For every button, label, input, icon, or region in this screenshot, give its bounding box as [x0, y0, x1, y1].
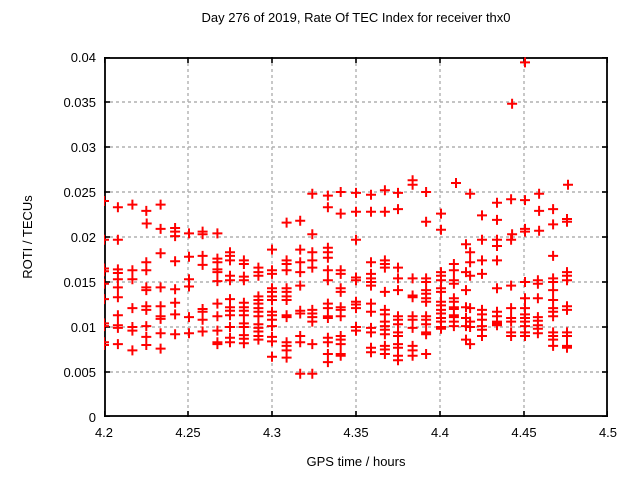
x-tick-label: 4.3 — [262, 425, 282, 440]
x-tick-label: 4.45 — [511, 425, 537, 440]
y-tick-label: 0.02 — [70, 230, 96, 245]
plot-area — [104, 57, 608, 417]
y-tick-label: 0.035 — [63, 95, 96, 110]
x-axis-title: GPS time / hours — [306, 454, 406, 469]
y-tick-label: 0 — [88, 410, 96, 425]
y-tick-label: 0.015 — [63, 275, 96, 290]
x-tick-label: 4.4 — [430, 425, 450, 440]
x-tick-label: 4.25 — [175, 425, 201, 440]
chart-title: Day 276 of 2019, Rate Of TEC Index for r… — [201, 10, 511, 25]
y-tick-label: 0.005 — [63, 365, 96, 380]
x-tick-label: 4.2 — [94, 425, 114, 440]
scatter-points — [104, 57, 573, 379]
x-tick-label: 4.5 — [598, 425, 618, 440]
y-tick-label: 0.03 — [70, 140, 96, 155]
y-tick-label: 0.01 — [70, 320, 96, 335]
y-tick-label: 0.04 — [70, 50, 96, 65]
y-tick-label: 0.025 — [63, 185, 96, 200]
x-tick-label: 4.35 — [343, 425, 369, 440]
